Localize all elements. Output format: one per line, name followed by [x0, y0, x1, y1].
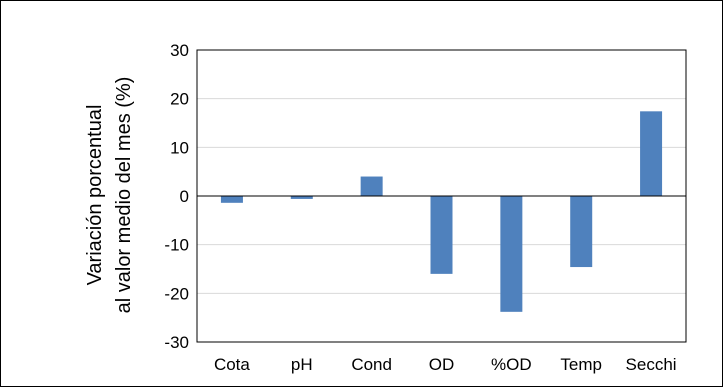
x-tick-label-6: Secchi — [626, 355, 677, 374]
bar-cond — [360, 176, 383, 196]
bar-od — [500, 196, 523, 312]
bar-od — [430, 196, 453, 274]
axes — [196, 49, 687, 343]
x-tick-label-0: Cota — [214, 355, 250, 374]
bar-ph — [290, 196, 313, 199]
y-tick-label-3: 0 — [180, 187, 189, 206]
x-tick-label-5: Temp — [560, 355, 602, 374]
y-axis-title-line-1: Variación porcentual — [84, 105, 106, 286]
bar-cota — [220, 196, 243, 203]
y-tick-labels: 30 20 10 0 -10 -20 -30 — [164, 41, 189, 352]
x-tick-label-4: %OD — [491, 355, 532, 374]
y-tick-label-0: 30 — [170, 41, 189, 60]
y-tick-label-2: 10 — [170, 138, 189, 157]
y-tick-label-5: -20 — [164, 284, 189, 303]
bars — [220, 111, 663, 312]
y-axis-title-line-2: al valor medio del mes (%) — [113, 77, 135, 314]
y-tick-label-4: -10 — [164, 236, 189, 255]
x-tick-labels: Cota pH Cond OD %OD Temp Secchi — [214, 355, 677, 374]
x-tick-label-1: pH — [291, 355, 313, 374]
y-tick-label-6: -30 — [164, 333, 189, 352]
bar-secchi — [640, 111, 663, 196]
x-tick-label-2: Cond — [351, 355, 392, 374]
y-tick-label-1: 20 — [170, 90, 189, 109]
x-tick-label-3: OD — [429, 355, 455, 374]
y-axis-title: Variación porcentual al valor medio del … — [84, 77, 135, 314]
bar-temp — [570, 196, 593, 268]
